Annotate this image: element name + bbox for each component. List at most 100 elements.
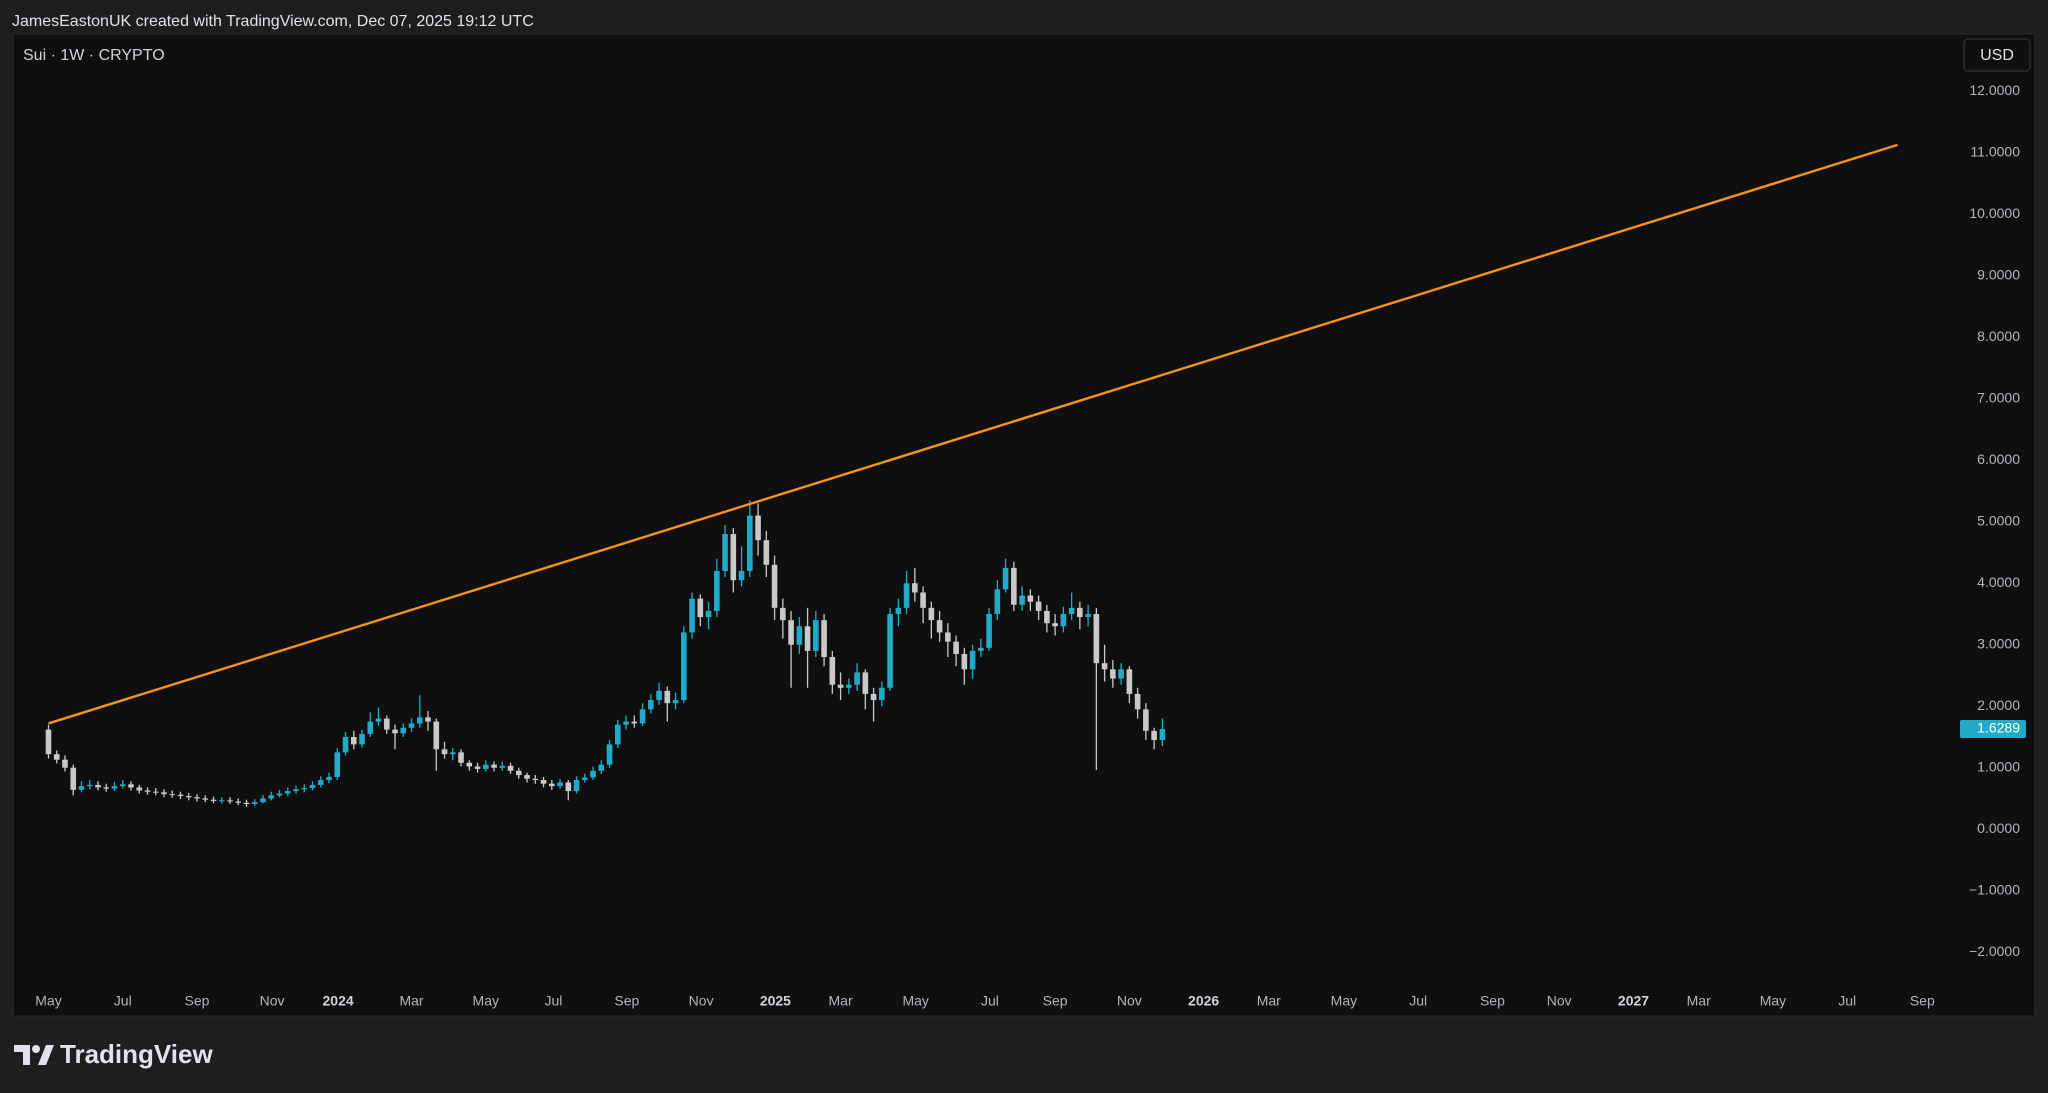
- candle-body: [1101, 663, 1108, 670]
- candle-body: [1019, 595, 1025, 605]
- y-tick-label: 3.0000: [1977, 635, 2020, 651]
- x-tick-label: Jul: [114, 993, 132, 1009]
- x-tick-label: May: [1331, 993, 1357, 1009]
- candle-body: [631, 721, 638, 724]
- candle-body: [367, 721, 374, 734]
- candle-body: [45, 729, 52, 755]
- x-tick-label: Jul: [544, 993, 562, 1009]
- currency-label[interactable]: USD: [1980, 47, 2014, 64]
- x-tick-label: Mar: [1687, 993, 1711, 1009]
- tradingview-logo: [14, 1045, 54, 1065]
- x-tick-label: Mar: [1257, 993, 1281, 1009]
- candle-body: [590, 770, 596, 778]
- candle-body: [293, 789, 299, 792]
- candle-body: [747, 515, 753, 571]
- candle-body: [1044, 610, 1050, 624]
- candle-body: [1143, 709, 1149, 731]
- candle-body: [103, 787, 110, 789]
- candle-body: [936, 620, 943, 633]
- candle-body: [515, 770, 522, 776]
- x-tick-label: Mar: [829, 993, 853, 1009]
- candle-body: [755, 515, 761, 541]
- candle-body: [829, 657, 836, 685]
- candle-body: [903, 583, 910, 608]
- candle-body: [978, 647, 984, 651]
- candle-body: [994, 589, 1001, 614]
- y-tick-label: 0.0000: [1977, 820, 2020, 836]
- candle-body: [862, 672, 869, 694]
- candle-body: [251, 802, 258, 804]
- candle-body: [466, 762, 473, 767]
- candle-body: [1093, 613, 1100, 664]
- candle-body: [1118, 669, 1124, 679]
- y-tick-label: 12.0000: [1969, 82, 2020, 98]
- candle-body: [1134, 693, 1141, 710]
- candle-body: [796, 626, 803, 645]
- candle-body: [334, 752, 341, 777]
- candle-body: [1027, 595, 1034, 602]
- candle-body: [804, 626, 811, 651]
- x-tick-label: 2025: [760, 993, 791, 1009]
- candle-body: [458, 752, 464, 763]
- candle-body: [1126, 669, 1133, 694]
- candle-body: [408, 723, 415, 728]
- candle-body: [507, 765, 514, 771]
- currency-button[interactable]: [1963, 38, 2031, 72]
- candle-body: [1151, 730, 1157, 741]
- candle-body: [623, 721, 629, 725]
- candle-body: [144, 790, 151, 792]
- x-tick-label: Sep: [1480, 993, 1505, 1009]
- candle-body: [681, 632, 687, 701]
- y-tick-label: 1.0000: [1977, 758, 2020, 774]
- candle-body: [1052, 623, 1058, 627]
- candle-body: [986, 613, 992, 648]
- x-tick-label: Nov: [260, 993, 285, 1009]
- x-tick-label: Jul: [1838, 993, 1856, 1009]
- candle-body: [111, 786, 118, 789]
- candle-body: [895, 607, 902, 614]
- y-tick-label: 11.0000: [1970, 144, 2020, 160]
- candle-body: [887, 613, 893, 688]
- candle-body: [1085, 613, 1091, 618]
- candle-body: [342, 736, 349, 753]
- x-tick-label: 2027: [1618, 993, 1649, 1009]
- candle-body: [128, 784, 134, 788]
- candle-body: [268, 795, 275, 799]
- y-tick-label: −1.0000: [1969, 881, 2020, 897]
- y-tick-label: 9.0000: [1977, 267, 2020, 283]
- candle-body: [136, 787, 143, 791]
- x-tick-label: Mar: [399, 993, 423, 1009]
- last-price-tag: [1960, 720, 2026, 739]
- trendline: [48, 143, 1898, 725]
- candle-body: [672, 700, 679, 704]
- candle-body: [540, 780, 547, 784]
- candle-body: [598, 764, 605, 771]
- candle-body: [920, 592, 926, 608]
- candle-body: [697, 598, 704, 618]
- candle-body: [548, 783, 555, 787]
- x-tick-label: 2024: [323, 993, 354, 1009]
- x-tick-label: Sep: [614, 993, 639, 1009]
- candle-body: [1077, 607, 1083, 618]
- candle-body: [309, 784, 316, 789]
- candle-body: [714, 570, 720, 611]
- candle-body: [648, 700, 654, 710]
- candle-body: [482, 764, 489, 769]
- candle-body: [185, 796, 192, 798]
- candle-body: [1159, 729, 1166, 741]
- y-tick-label: 2.0000: [1977, 697, 2020, 713]
- candle-body: [738, 570, 745, 581]
- header-text: JamesEastonUK created with TradingView.c…: [12, 13, 534, 30]
- candle-body: [656, 690, 662, 701]
- candle-body: [243, 802, 250, 804]
- candle-body: [441, 749, 448, 755]
- x-tick-label: Sep: [1043, 993, 1068, 1009]
- candle-body: [581, 777, 588, 781]
- candle-body: [763, 540, 770, 565]
- candle-body: [912, 583, 918, 593]
- x-tick-label: Sep: [1910, 993, 1935, 1009]
- candle-body: [821, 620, 827, 658]
- y-tick-label: 8.0000: [1977, 328, 2020, 344]
